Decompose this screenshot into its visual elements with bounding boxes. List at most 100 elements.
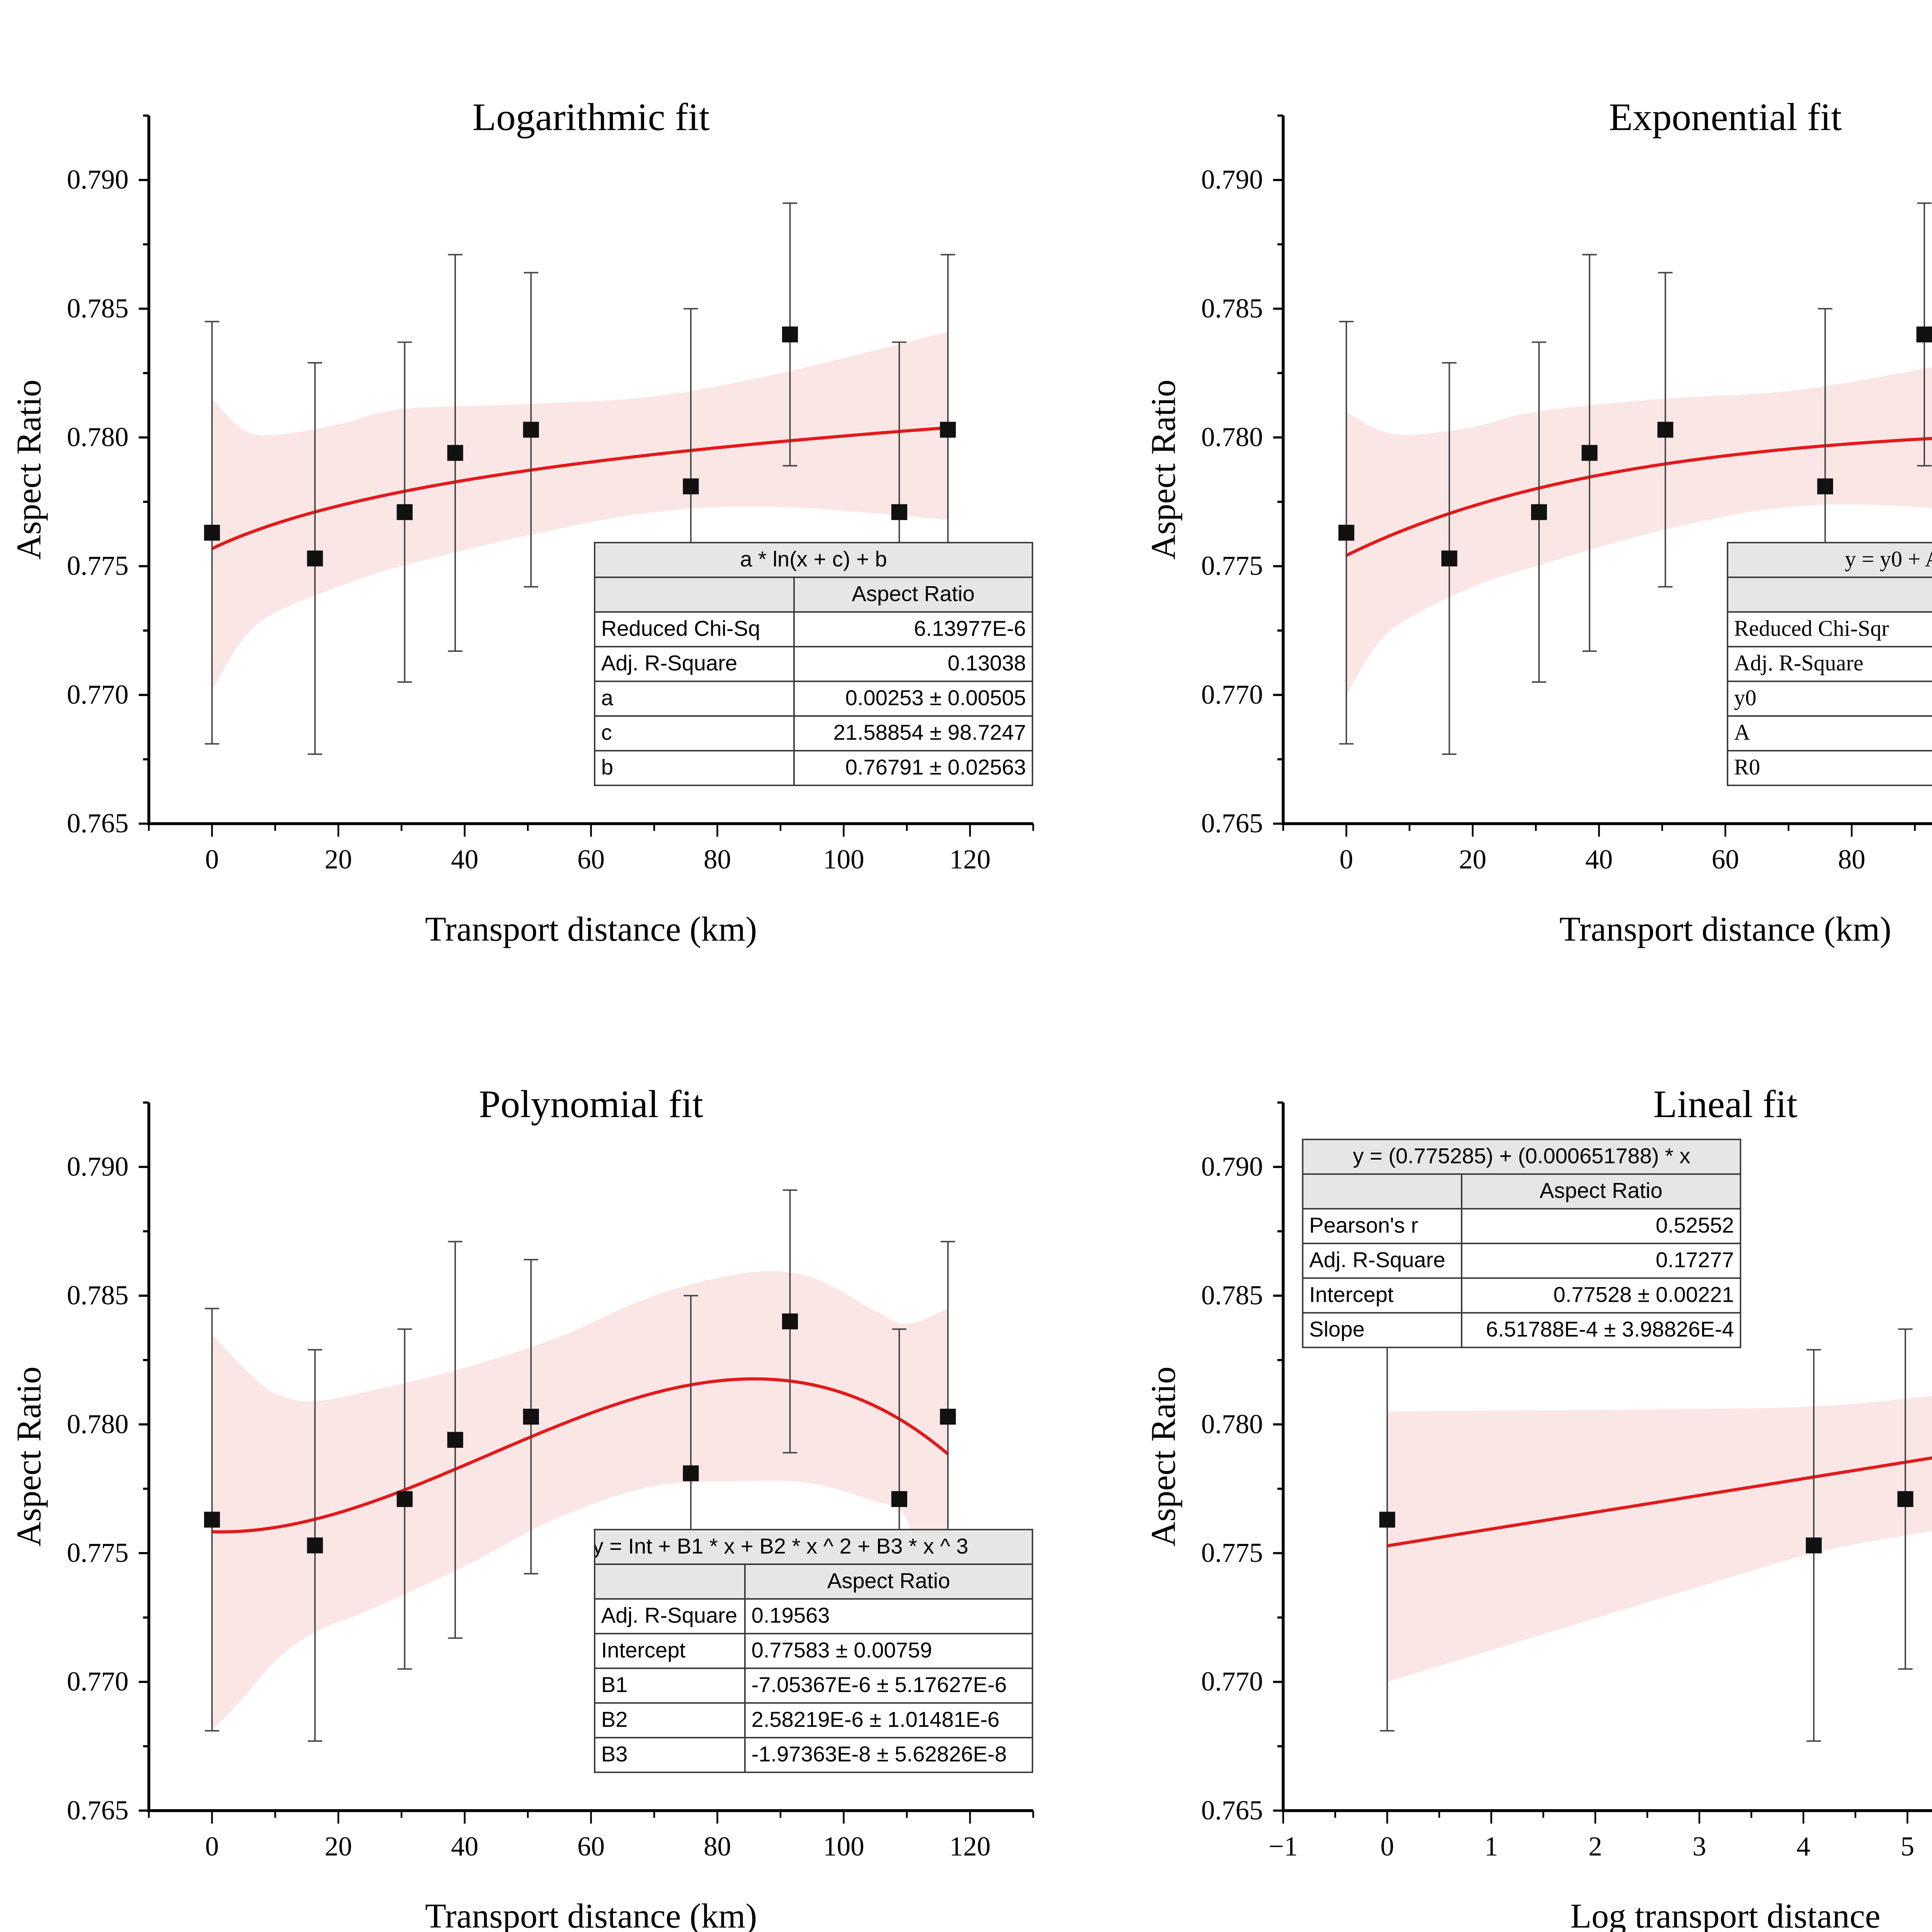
y-axis-label: Aspect Ratio [10,379,48,560]
data-point-group [782,1189,798,1454]
data-point [523,422,539,438]
panel-polynomial-fit: Polynomial fit 0.765 0.770 0.775 0.780 0.785 0… [0,987,1127,1932]
data-point [204,525,220,541]
data-point [1806,1537,1822,1554]
stat-name: B2 [594,1702,746,1738]
data-point-group [396,1328,413,1670]
y-tick-label: 0.765 [1201,808,1263,838]
y-tick-label: 0.780 [67,422,129,452]
chart-svg: Lineal fit 0.765 0.770 0.775 0.780 0.785 0.790… [1144,1082,1932,1932]
data-point-group [1379,1308,1395,1732]
y-tick-label: 0.785 [67,1281,129,1311]
data-point [891,1491,907,1507]
chart-title: Exponential fit [1609,95,1842,139]
stat-name: A [1726,715,1932,752]
fit-statistics-table: y = y0 + A*exp(R0*x)Aspect RatioReduced … [1726,542,1932,786]
x-tick-label: 1 [1485,1832,1498,1862]
table-row: B3 -1.97363E-8 ± 5.62826E-8 [594,1737,1033,1773]
x-tick-label: 60 [1712,845,1739,875]
stat-value: 0.77583 ± 0.00759 [744,1633,1033,1669]
y-tick-label: 0.785 [1201,293,1263,323]
x-tick-label: 5 [1901,1832,1915,1862]
data-point-group [523,272,539,588]
stat-name: Reduced Chi-Sqr [1726,611,1932,648]
x-tick-label: 20 [325,845,352,875]
y-tick-label: 0.770 [67,1667,129,1697]
data-point [1817,478,1833,495]
x-tick-label: 60 [577,1832,605,1862]
confidence-band [1387,1396,1932,1682]
x-tick-label: 120 [949,1832,991,1862]
data-point-group [1916,202,1932,467]
x-axis-label: Transport distance (km) [425,910,757,949]
stat-name: y0 [1726,680,1932,717]
stat-value: 0.17277 [1461,1243,1742,1279]
x-tick-label: 100 [823,845,864,875]
fit-line [212,1377,949,1534]
data-point [1441,550,1458,566]
stat-value: 2.58219E-6 ± 1.01481E-6 [744,1702,1033,1738]
table-row: B1 -7.05367E-6 ± 5.17627E-6 [594,1667,1033,1704]
x-tick-label: 0 [205,845,219,875]
data-point [940,1408,956,1425]
x-tick-label: 40 [1585,845,1613,875]
x-tick-label: 80 [1838,845,1866,875]
y-tick-label: 0.785 [1201,1281,1263,1311]
data-point-group [1441,362,1458,755]
x-tick-label: 40 [451,845,478,875]
table-row: Slope 6.51788E-4 ± 3.98826E-4 [1302,1312,1742,1349]
x-axis-label: Log transport distance [1570,1897,1881,1932]
y-tick-label: 0.775 [1201,551,1263,581]
stat-name: Adj. R-Square [1726,646,1932,682]
data-point-group [1657,272,1673,588]
stat-value: 6.51788E-4 ± 3.98826E-4 [1461,1312,1742,1349]
data-point-group [204,1308,220,1732]
table-column-header: Aspect Ratio [793,577,1033,613]
x-tick-label: 0 [1380,1832,1394,1862]
table-row: Intercept 0.77583 ± 0.00759 [594,1633,1033,1669]
confidence-band [212,1271,948,1731]
fit-equation: y = (0.775285) + (0.000651788) * x [1302,1138,1742,1175]
x-tick-label: 4 [1796,1832,1810,1862]
data-point [396,1491,413,1507]
table-row: Intercept 0.77528 ± 0.00221 [1302,1277,1742,1314]
data-point-group [1582,254,1598,652]
data-point [1657,422,1673,438]
x-tick-label: 80 [704,845,731,875]
data-point-group [307,1349,323,1742]
table-row: Reduced Chi-Sqr5.92749E-6 [1726,611,1932,648]
x-tick-label: 100 [823,1832,864,1862]
data-point-group [1531,341,1547,683]
data-point [1916,327,1932,343]
stat-value: 0.00253 ± 0.00505 [793,680,1033,717]
chart-svg: Polynomial fit 0.765 0.770 0.775 0.780 0.785 0… [10,1082,1034,1932]
stat-name: Reduced Chi-Sq [594,611,795,648]
table-corner-cell [1302,1173,1463,1210]
y-tick-label: 0.780 [1201,422,1263,452]
fit-statistics-table: a * ln(x + c) + b Aspect Ratio Reduced Chi… [594,542,1033,786]
y-tick-label: 0.775 [67,1538,129,1568]
data-point [683,1465,699,1481]
stat-name: b [594,750,795,786]
y-tick-label: 0.780 [67,1409,129,1439]
data-point [683,478,699,495]
table-column-header: Aspect Ratio [744,1563,1033,1600]
data-point [307,1537,323,1554]
y-tick-label: 0.790 [1201,1151,1263,1182]
table-row: A-0.00513 ± 0.00299 [1726,715,1932,752]
y-tick-label: 0.785 [67,293,129,323]
table-row: B2 2.58219E-6 ± 1.01481E-6 [594,1702,1033,1738]
table-row: c 21.58854 ± 98.7247 [594,715,1033,752]
data-point [782,327,798,343]
data-point [782,1313,798,1330]
y-tick-label: 0.765 [67,808,129,838]
stat-value: -1.97363E-8 ± 5.62826E-8 [744,1737,1033,1773]
data-point-group [1338,321,1354,745]
stat-name: Intercept [1302,1277,1463,1314]
fit-line [1345,437,1932,557]
stat-name: a [594,680,795,717]
x-tick-label: 80 [704,1832,731,1862]
x-tick-label: 0 [205,1832,219,1862]
